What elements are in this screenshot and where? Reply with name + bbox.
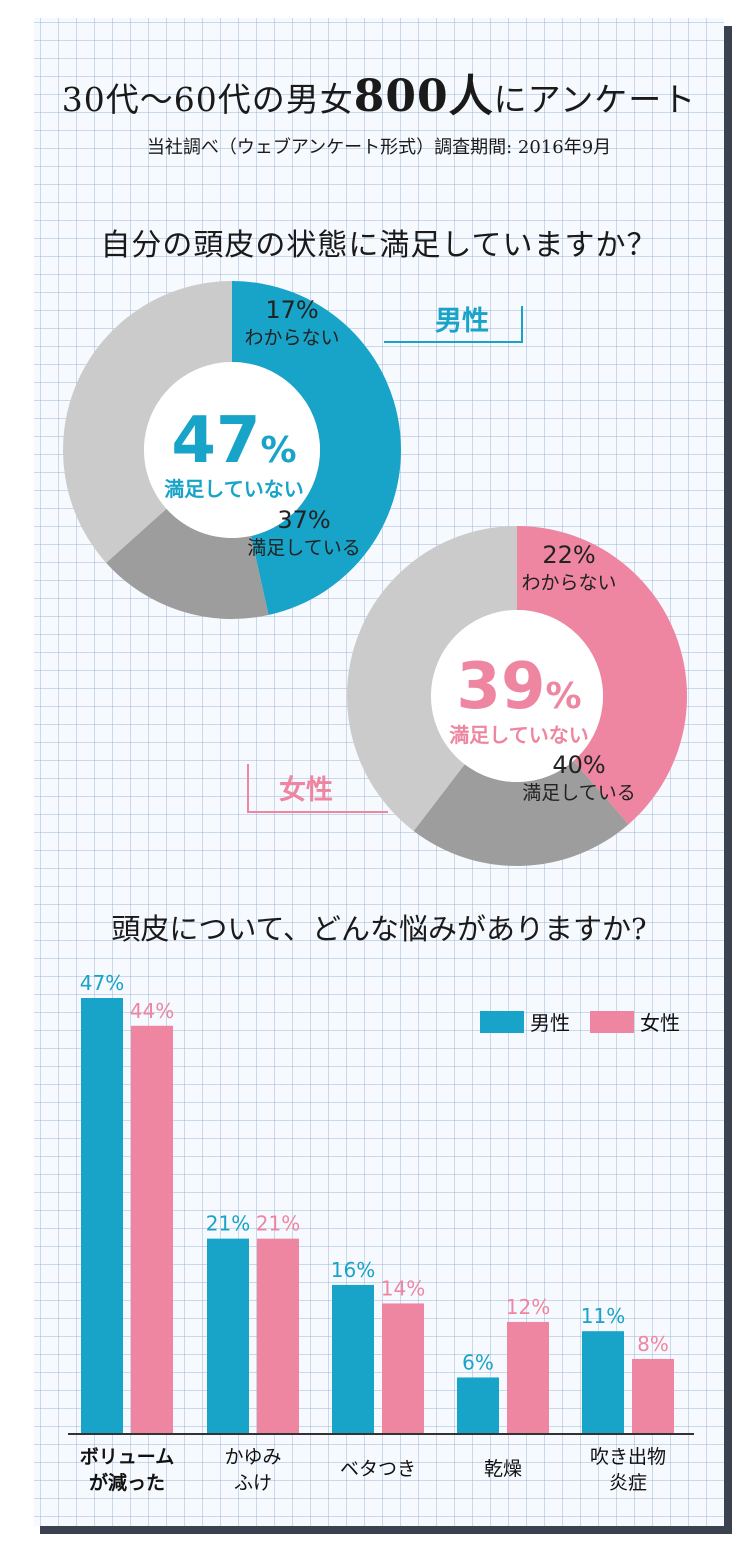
category-label-1-line-1: ボリューム xyxy=(80,1446,174,1468)
male-pie-label-value-3: 37% xyxy=(277,506,330,534)
male-pie-title: 男性 xyxy=(435,306,489,337)
category-label-2-line-1: かゆみ xyxy=(224,1446,281,1468)
female-pie-slice-2 xyxy=(413,760,629,866)
category-label-1-line-2: が減った xyxy=(89,1471,165,1494)
question-satisfaction: 自分の頭皮の状態に満足していますか？ xyxy=(100,228,658,263)
bar-female-4 xyxy=(507,1321,549,1433)
title-part-a: 30代〜60代の男女 xyxy=(61,80,354,119)
female-title-bracket xyxy=(247,764,388,813)
female-pie-title: 女性 xyxy=(279,774,333,806)
category-label-3-line-1: ベタつき xyxy=(340,1458,416,1480)
bar-female-3 xyxy=(382,1303,424,1433)
infographic-card: 30代〜60代の男女800人にアンケート 当社調べ（ウェブアンケート形式）調査期… xyxy=(34,18,724,1526)
female-pie-center xyxy=(431,610,603,782)
legend-label-male: 男性 xyxy=(530,1011,570,1035)
female-pie-label-name-2: わからない xyxy=(521,572,616,594)
female-pie-label-value-2: 22% xyxy=(542,541,595,569)
female-pie-center-value: 39% xyxy=(456,650,581,724)
bar-value-female-2: 21% xyxy=(256,1212,300,1236)
male-pie-label-value-2: 17% xyxy=(265,296,318,324)
bar-value-male-3: 16% xyxy=(331,1258,375,1282)
bar-male-1 xyxy=(81,998,123,1433)
title-respondents: 800人 xyxy=(353,71,494,122)
male-pie-label-name-2: わからない xyxy=(244,327,339,349)
survey-note: 当社調べ（ウェブアンケート形式）調査期間: 2016年9月 xyxy=(146,137,612,158)
legend-label-female: 女性 xyxy=(640,1011,680,1035)
category-label-2-line-2: ふけ xyxy=(234,1472,272,1494)
male-pie-center xyxy=(144,362,320,538)
bar-male-5 xyxy=(582,1331,624,1433)
bar-value-female-3: 14% xyxy=(381,1276,425,1300)
bar-value-female-4: 12% xyxy=(506,1295,550,1319)
page-title: 30代〜60代の男女800人にアンケート xyxy=(34,60,724,124)
bar-value-female-1: 44% xyxy=(130,999,174,1023)
female-pie-center-label: 満足していない xyxy=(449,723,588,747)
category-label-5-line-2: 炎症 xyxy=(609,1472,647,1494)
question-concerns: 頭皮について、どんな悩みがありますか? xyxy=(111,912,647,946)
female-pie-slice-3 xyxy=(346,526,517,832)
male-pie-slice-3 xyxy=(62,281,232,563)
male-pie-slice-2 xyxy=(106,508,269,619)
male-pie-center-value: 47% xyxy=(171,404,296,478)
bar-female-2 xyxy=(257,1238,299,1433)
male-title-bracket xyxy=(384,306,523,343)
male-pie-center-label: 満足していない xyxy=(164,477,303,501)
male-pie-slice-1 xyxy=(232,281,402,616)
female-pie-slice-1 xyxy=(517,526,687,825)
bar-value-male-5: 11% xyxy=(581,1304,625,1328)
bar-value-male-1: 47% xyxy=(80,971,124,995)
legend-swatch-female xyxy=(590,1011,634,1033)
category-label-4-line-1: 乾燥 xyxy=(484,1458,522,1480)
bar-male-4 xyxy=(457,1377,499,1433)
bar-female-1 xyxy=(131,1025,173,1433)
female-pie-label-name-3: 満足している xyxy=(522,782,635,804)
charts-canvas: 47%満足していない17%わからない37%満足している男性39%満足していない2… xyxy=(62,281,694,1494)
title-part-b: にアンケート xyxy=(493,80,697,119)
category-label-5-line-1: 吹き出物 xyxy=(590,1446,666,1468)
bar-female-5 xyxy=(632,1358,674,1433)
female-pie-label-value-3: 40% xyxy=(552,751,605,779)
bar-male-2 xyxy=(207,1238,249,1433)
male-pie-label-name-3: 満足している xyxy=(247,537,360,559)
bar-value-female-5: 8% xyxy=(637,1332,669,1356)
bar-value-male-4: 6% xyxy=(462,1350,494,1374)
bar-value-male-2: 21% xyxy=(206,1212,250,1236)
bar-male-3 xyxy=(332,1284,374,1433)
legend-swatch-male xyxy=(480,1011,524,1033)
